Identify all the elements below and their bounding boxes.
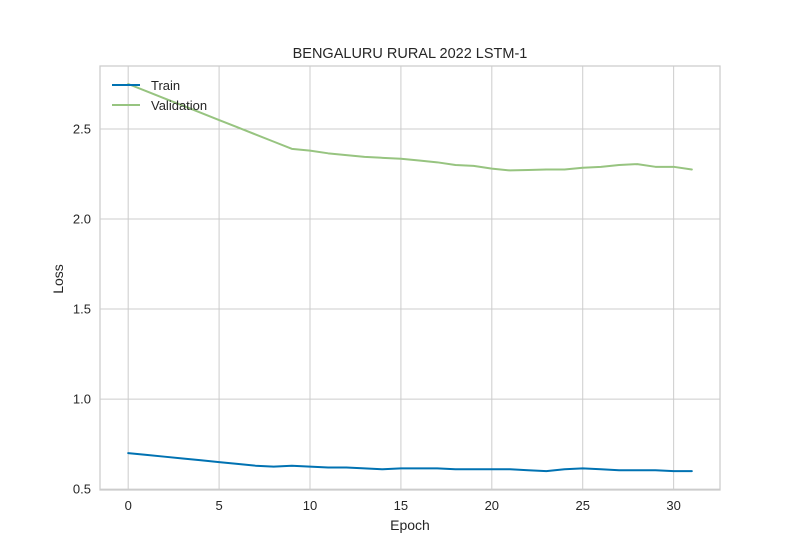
legend-label-validation: Validation: [151, 98, 207, 113]
chart-title: BENGALURU RURAL 2022 LSTM-1: [293, 46, 528, 62]
series-lines: [127, 83, 693, 473]
plot-area: [100, 66, 720, 490]
x-tick-label: 25: [575, 498, 589, 513]
plot-frame: [99, 65, 721, 491]
legend-label-train: Train: [151, 78, 180, 93]
series-line-validation: [127, 83, 693, 172]
legend: Train Validation: [112, 78, 207, 113]
y-tick-label: 1.0: [73, 392, 91, 407]
y-tick-label: 0.5: [73, 482, 91, 497]
x-tick-label: 20: [485, 498, 499, 513]
x-axis-label: Epoch: [390, 517, 430, 533]
y-tick-label: 1.5: [73, 302, 91, 317]
x-tick-label: 15: [394, 498, 408, 513]
x-tick-label: 30: [666, 498, 680, 513]
y-axis-label: Loss: [50, 264, 66, 294]
x-tick-label: 5: [215, 498, 222, 513]
x-tick-label: 10: [303, 498, 317, 513]
y-tick-label: 2.0: [73, 212, 91, 227]
gridlines: [100, 66, 720, 490]
x-tick-label: 0: [125, 498, 132, 513]
y-tick-label: 2.5: [73, 122, 91, 137]
series-line-train: [127, 452, 693, 473]
tick-labels: 0 5 10 15 20 25 30 0.5 1.0 1.5 2.0 2.5: [73, 122, 681, 513]
